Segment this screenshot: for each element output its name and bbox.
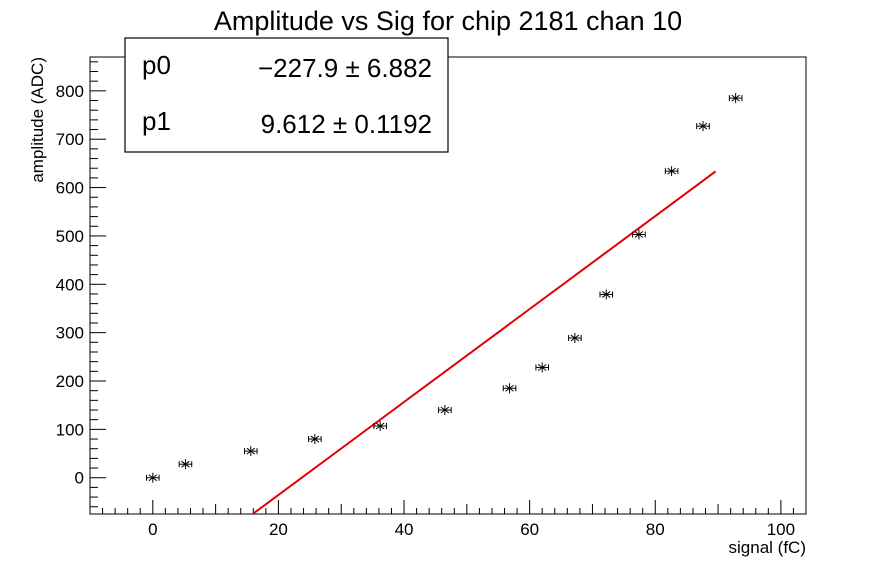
data-point: [568, 332, 582, 343]
x-tick-label: 60: [520, 520, 539, 539]
data-point: [664, 166, 679, 177]
marker-stroke: [246, 447, 256, 455]
data-points: [146, 93, 743, 483]
y-tick-label: 600: [56, 179, 84, 198]
x-tick-label: 80: [646, 520, 665, 539]
data-point: [244, 446, 258, 457]
data-point: [632, 229, 646, 240]
marker-stroke: [181, 460, 190, 468]
x-tick-label: 20: [269, 520, 288, 539]
marker-stroke: [148, 474, 158, 482]
marker-stroke: [667, 167, 676, 175]
data-point: [178, 459, 193, 470]
param-p1-name: p1: [142, 106, 171, 136]
y-tick-label: 500: [56, 227, 84, 246]
marker-stroke: [731, 94, 740, 102]
y-tick-label: 400: [56, 275, 84, 294]
fit-parameters-box: p0 −227.9 ± 6.882 p1 9.612 ± 0.1192: [124, 37, 449, 153]
marker-stroke: [537, 364, 547, 371]
chart-title: Amplitude vs Sig for chip 2181 chan 10: [214, 6, 682, 36]
data-point: [373, 420, 387, 431]
y-tick-label: 800: [56, 82, 84, 101]
y-tick-label: 0: [75, 469, 84, 488]
data-point: [438, 405, 452, 416]
x-axis: [89, 500, 807, 514]
data-point: [502, 383, 517, 394]
y-tick-label: 200: [56, 372, 84, 391]
param-p0-name: p0: [142, 50, 171, 80]
fit-line: [252, 170, 717, 515]
data-point: [696, 121, 710, 132]
param-p0-value: −227.9 ± 6.882: [258, 53, 432, 83]
fit-layer: [252, 170, 717, 515]
marker-stroke: [375, 422, 385, 430]
marker-stroke: [601, 291, 611, 298]
y-tick-label: 100: [56, 420, 84, 439]
y-tick-label: 300: [56, 324, 84, 343]
x-tick-label: 100: [767, 520, 795, 539]
marker-stroke: [440, 406, 450, 414]
x-axis-label: signal (fC): [729, 538, 806, 557]
data-point: [599, 289, 614, 300]
y-tick-label: 700: [56, 130, 84, 149]
marker-stroke: [505, 384, 514, 392]
y-tick-labels: 0 100 200 300 400 500 600 700 800: [56, 82, 84, 488]
marker-stroke: [310, 435, 320, 443]
marker-stroke: [570, 334, 580, 342]
marker-stroke: [634, 231, 644, 238]
y-axis: [90, 61, 106, 508]
data-point: [535, 362, 549, 373]
data-point: [728, 93, 743, 104]
data-point: [146, 472, 160, 483]
x-tick-label: 0: [148, 520, 157, 539]
stats-box-frame: [124, 37, 449, 153]
marker-stroke: [698, 122, 708, 130]
x-tick-label: 40: [395, 520, 414, 539]
x-tick-labels: 0 20 40 60 80 100: [148, 520, 795, 539]
data-point: [308, 434, 322, 445]
y-axis-label: amplitude (ADC): [28, 57, 47, 183]
param-p1-value: 9.612 ± 0.1192: [261, 109, 432, 139]
